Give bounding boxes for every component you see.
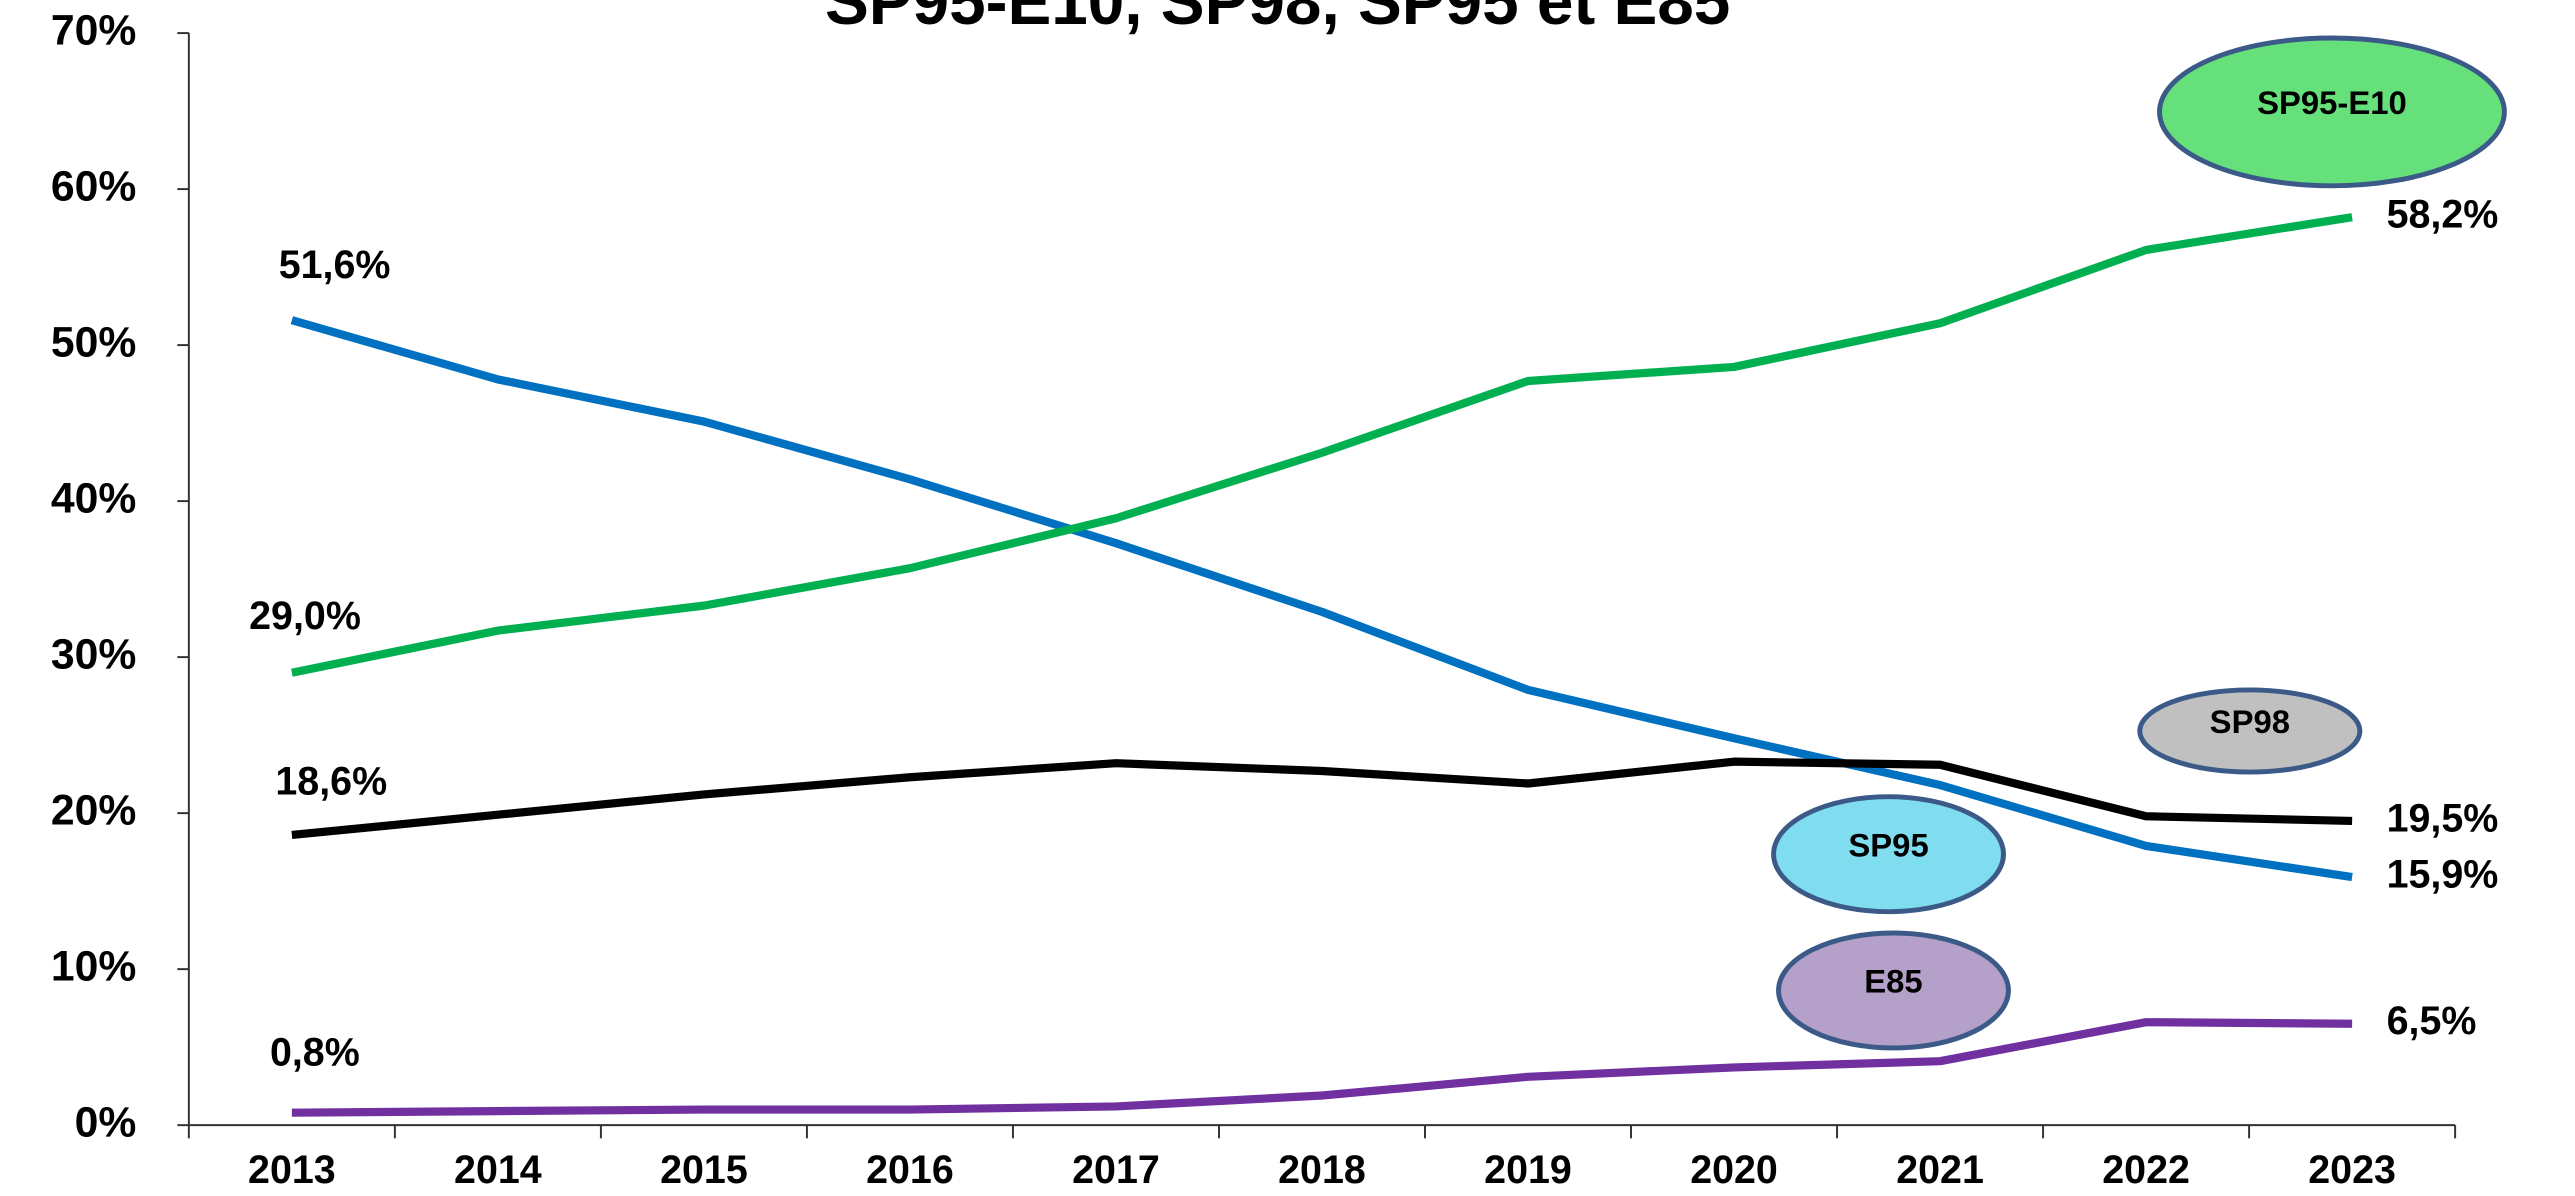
value-label: 19,5% (2387, 796, 2499, 840)
legend-marker (2137, 687, 2363, 775)
legend-marker (1771, 794, 2006, 915)
value-label: 15,9% (2387, 853, 2499, 897)
x-tick-label: 2013 (248, 1148, 336, 1192)
value-label: 18,6% (275, 759, 387, 803)
y-tick-label: 0% (75, 1098, 137, 1146)
x-tick-label: 2016 (866, 1148, 954, 1192)
series-line (290, 316, 2353, 882)
x-tick-label: 2020 (1690, 1148, 1778, 1192)
value-label: 6,5% (2387, 999, 2477, 1043)
y-tick-label: 50% (51, 318, 136, 366)
value-label: 58,2% (2387, 193, 2499, 237)
x-tick-label: 2015 (660, 1148, 748, 1192)
y-tick-label: 40% (51, 474, 136, 522)
series-line (291, 757, 2353, 840)
legend-label: SP95-E10 (2257, 84, 2407, 121)
x-tick-label: 2014 (454, 1148, 542, 1192)
y-tick-label: 30% (51, 630, 136, 678)
x-tick-label: 2018 (1278, 1148, 1366, 1192)
y-tick-label: 60% (51, 162, 136, 210)
legend-label: E85 (1864, 963, 1922, 1000)
value-label: 0,8% (270, 1031, 360, 1075)
y-tick-label: 20% (51, 786, 136, 834)
x-tick-label: 2019 (1484, 1148, 1572, 1192)
x-tick-label: 2023 (2308, 1148, 2396, 1192)
value-label: 29,0% (249, 594, 361, 638)
y-tick-label: 10% (51, 942, 136, 990)
legend-marker (2157, 35, 2507, 189)
chart-title: SP95-E10, SP98, SP95 et E85 (825, 0, 1730, 38)
legend-marker (1776, 930, 2011, 1051)
y-tick-label: 70% (51, 6, 136, 54)
x-tick-label: 2017 (1072, 1148, 1160, 1192)
x-tick-label: 2022 (2102, 1148, 2190, 1192)
legend-label: SP98 (2210, 703, 2290, 740)
legend-label: SP95 (1848, 826, 1928, 863)
value-label: 51,6% (279, 243, 391, 287)
x-tick-label: 2021 (1896, 1148, 1984, 1192)
series-line (291, 213, 2353, 677)
series-line (291, 1018, 2353, 1117)
